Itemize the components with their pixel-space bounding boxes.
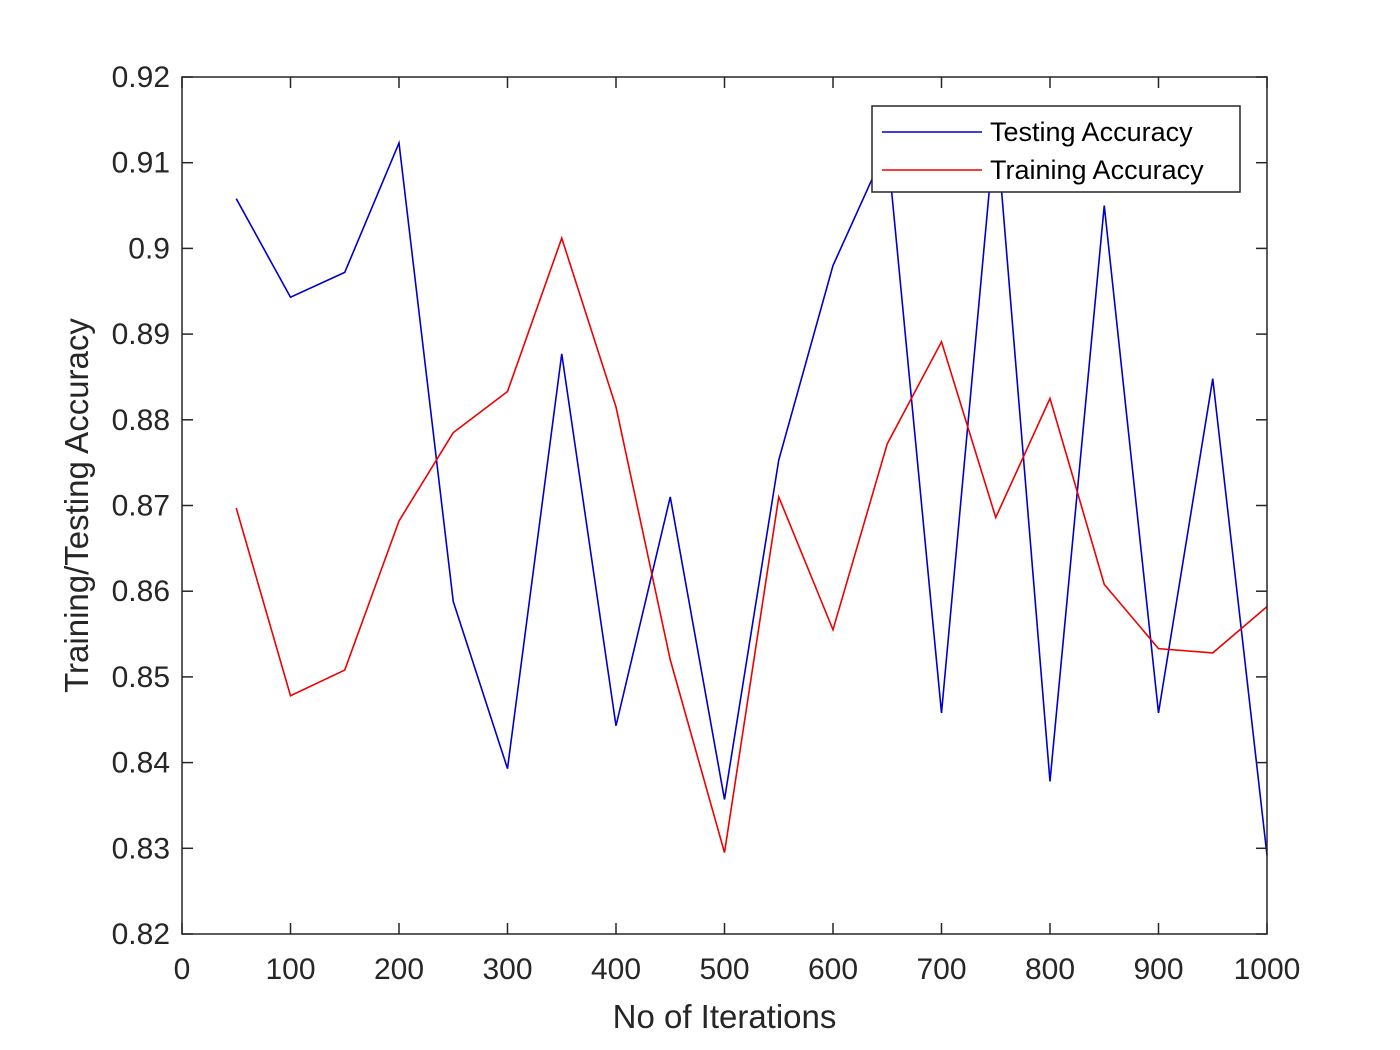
y-axis-title: Training/Testing Accuracy <box>58 318 95 693</box>
x-tick-label: 400 <box>591 953 641 986</box>
x-tick-label: 500 <box>699 953 749 986</box>
series-layer <box>235 119 1268 856</box>
y-tick-label: 0.92 <box>112 61 170 94</box>
x-tick-label: 900 <box>1133 953 1183 986</box>
x-tick-label: 1000 <box>1234 953 1301 986</box>
x-tick-label: 700 <box>916 953 966 986</box>
axes-box <box>181 76 1268 935</box>
x-tick-label: 800 <box>1025 953 1075 986</box>
x-tick-labels: 0 100 200 300 400 500 600 700 800 900 1000 <box>174 953 1301 986</box>
y-tick-label: 0.83 <box>112 832 170 865</box>
series-line-testing-accuracy <box>235 119 1268 856</box>
plot-area <box>182 77 1267 934</box>
y-tick-label: 0.89 <box>112 318 170 351</box>
legend-label-testing-accuracy: Testing Accuracy <box>990 117 1193 147</box>
legend: Testing Accuracy Training Accuracy <box>871 105 1241 193</box>
y-tick-label: 0.9 <box>128 232 170 265</box>
legend-box <box>871 105 1241 193</box>
legend-items: Testing Accuracy Training Accuracy <box>882 117 1204 185</box>
x-tick-label: 0 <box>174 953 191 986</box>
y-tick-label: 0.91 <box>112 147 170 180</box>
y-tick-label: 0.85 <box>112 661 170 694</box>
x-tick-label: 100 <box>265 953 315 986</box>
y-tick-label: 0.88 <box>112 404 170 437</box>
y-tick-labels: 0.82 0.83 0.84 0.85 0.86 0.87 0.88 0.89 0.9 0.91 0… <box>112 61 170 951</box>
y-tick-label: 0.86 <box>112 575 170 608</box>
x-axis-title: No of Iterations <box>613 998 837 1035</box>
x-tick-label: 200 <box>374 953 424 986</box>
x-tick-label: 600 <box>808 953 858 986</box>
y-tick-label: 0.84 <box>112 747 170 780</box>
series-line-training-accuracy <box>235 235 1268 853</box>
x-tick-label: 300 <box>482 953 532 986</box>
legend-label-training-accuracy: Training Accuracy <box>990 155 1204 185</box>
y-tick-label: 0.87 <box>112 490 170 523</box>
y-tick-label: 0.82 <box>112 918 170 951</box>
